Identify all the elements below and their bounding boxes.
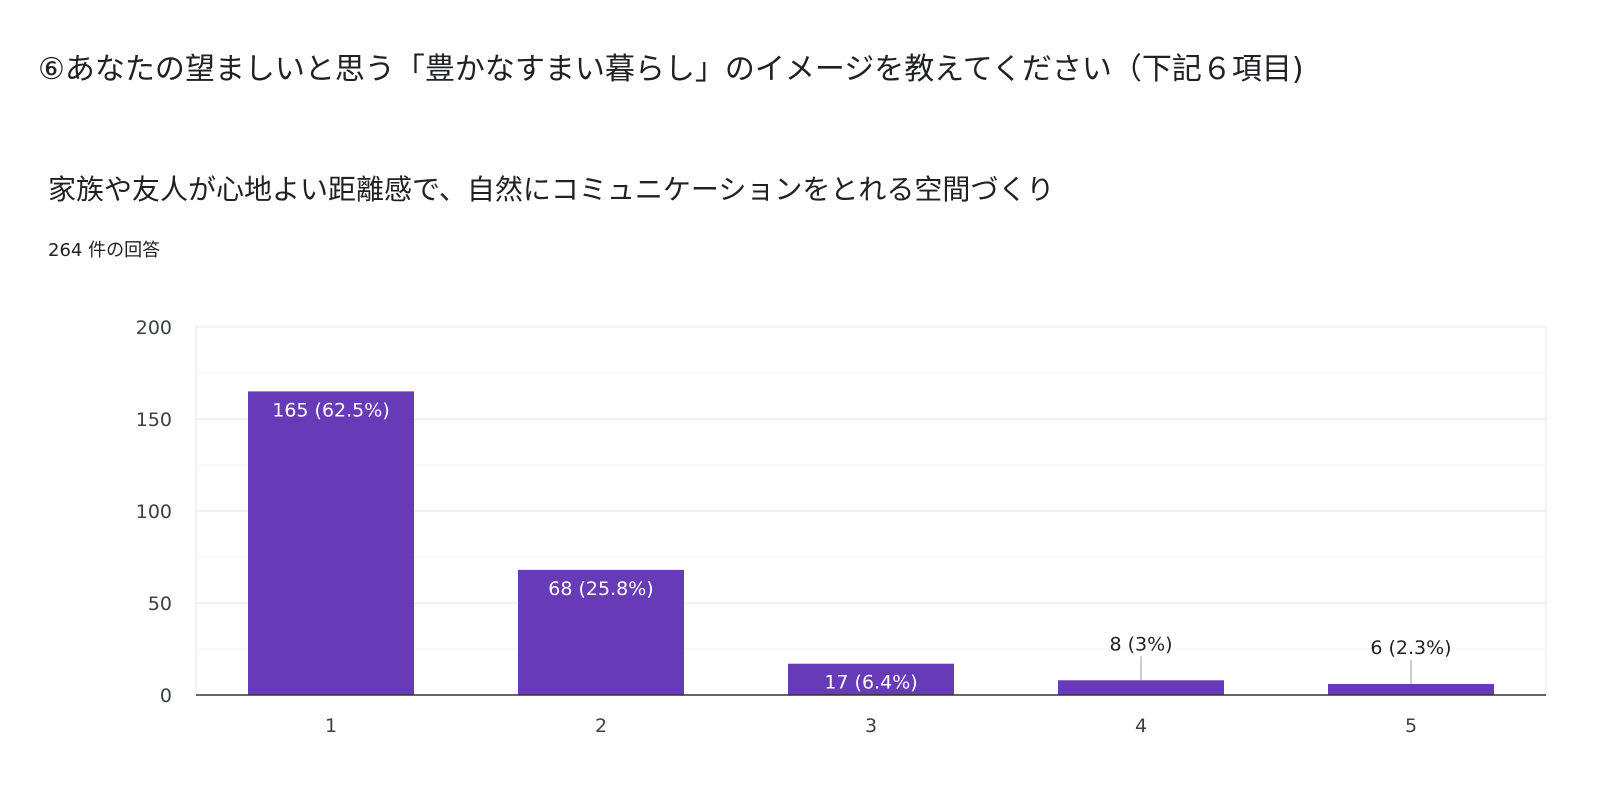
- bar: [1058, 680, 1224, 695]
- bar-data-label: 6 (2.3%): [1370, 637, 1451, 659]
- x-tick-label: 5: [1405, 715, 1417, 737]
- x-tick-label: 3: [865, 715, 877, 737]
- x-tick-label: 4: [1135, 715, 1147, 737]
- y-tick-label: 0: [160, 685, 172, 707]
- y-tick-label: 100: [136, 501, 172, 523]
- x-tick-label: 2: [595, 715, 607, 737]
- bar: [1328, 683, 1494, 695]
- bar-data-label: 8 (3%): [1109, 633, 1172, 655]
- question-title: 家族や友人が心地よい距離感で、自然にコミュニケーションをとれる空間づくり: [48, 173, 1055, 206]
- bar-data-label: 17 (6.4%): [824, 672, 917, 694]
- page-title: ⑥あなたの望ましいと思う「豊かなすまい暮らし」のイメージを教えてください（下記６…: [38, 52, 1304, 87]
- y-tick-label: 200: [136, 317, 172, 339]
- bar: [518, 569, 684, 695]
- bar: [788, 663, 954, 695]
- bar-data-label: 68 (25.8%): [548, 578, 653, 600]
- y-tick-label: 50: [148, 593, 172, 615]
- bar-data-label: 165 (62.5%): [272, 399, 390, 421]
- bar: [248, 391, 414, 695]
- x-tick-label: 1: [325, 715, 337, 737]
- response-count: 264 件の回答: [48, 240, 161, 261]
- y-tick-label: 150: [136, 409, 172, 431]
